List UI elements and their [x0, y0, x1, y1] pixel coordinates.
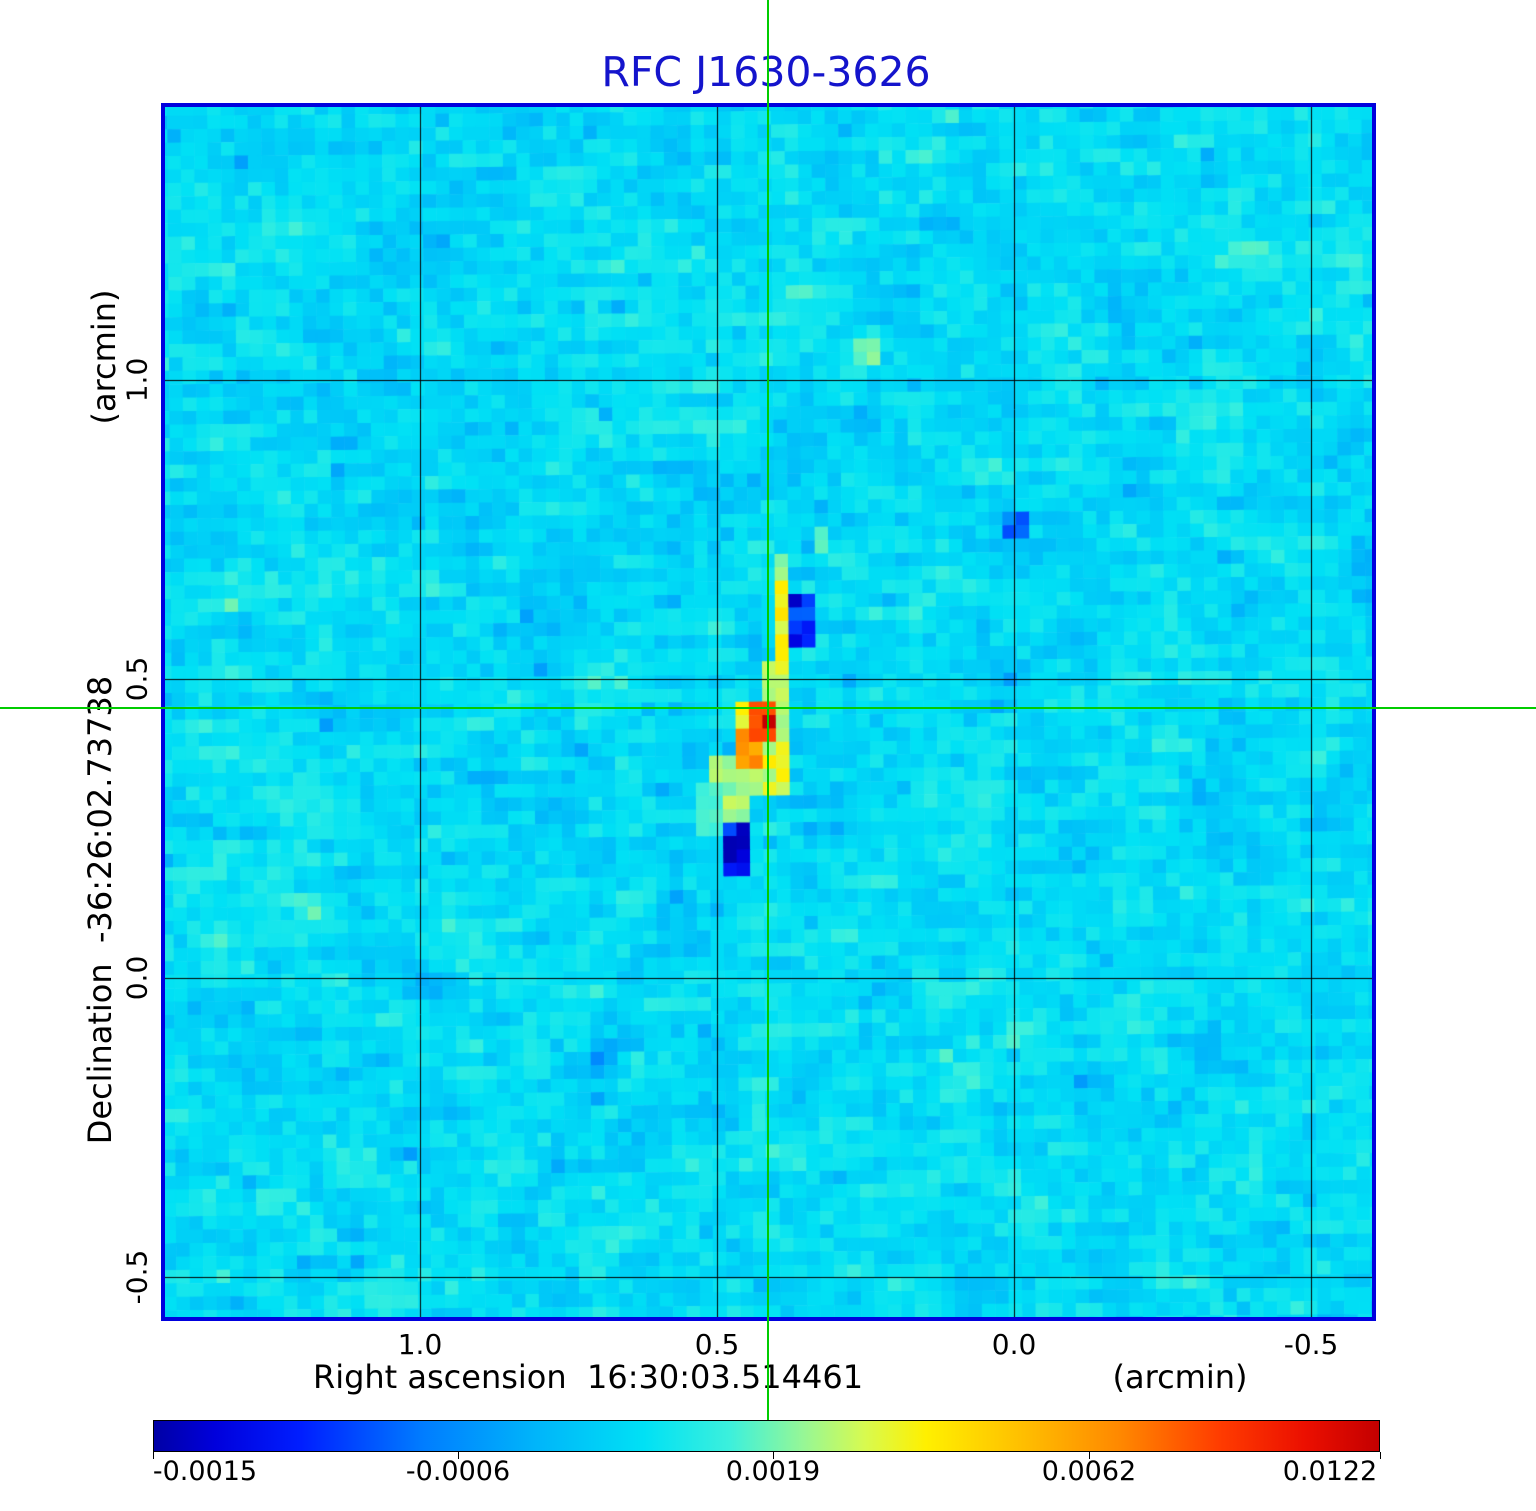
- colorbar: [153, 1420, 1380, 1452]
- colorbar-tick-label: -0.0006: [405, 1456, 511, 1487]
- colorbar-tick: [153, 1452, 154, 1459]
- y-tick-label: 1.0: [120, 357, 154, 403]
- y-axis-unit-label: (arcmin): [85, 289, 123, 425]
- colorbar-tick-label: 0.0062: [1041, 1456, 1137, 1487]
- y-tick-label: 0.0: [120, 955, 154, 1001]
- x-axis-unit-label: (arcmin): [1112, 1358, 1248, 1396]
- x-tick-label: -0.5: [1283, 1328, 1339, 1361]
- x-tick-label: 0.0: [991, 1328, 1037, 1361]
- plot-title: RFC J1630-3626: [601, 48, 931, 96]
- colorbar-tick-label: 0.0019: [725, 1456, 821, 1487]
- x-tick-label: 1.0: [397, 1328, 443, 1361]
- y-axis-label: Declination -36:26:02.73738: [81, 675, 119, 1145]
- y-tick-label: 0.5: [120, 656, 154, 702]
- x-tick-label: 0.5: [694, 1328, 740, 1361]
- colorbar-tick: [1380, 1452, 1381, 1459]
- colorbar-tick: [773, 1452, 774, 1459]
- colorbar-tick-label: -0.0015: [152, 1456, 258, 1487]
- colorbar-tick-label: 0.0122: [1282, 1456, 1378, 1487]
- y-tick-label: -0.5: [120, 1249, 154, 1305]
- x-axis-label: Right ascension 16:30:03.514461: [312, 1358, 864, 1396]
- colorbar-tick: [458, 1452, 460, 1459]
- crosshair-vertical-line: [767, 0, 770, 1420]
- colorbar-tick: [1088, 1452, 1090, 1459]
